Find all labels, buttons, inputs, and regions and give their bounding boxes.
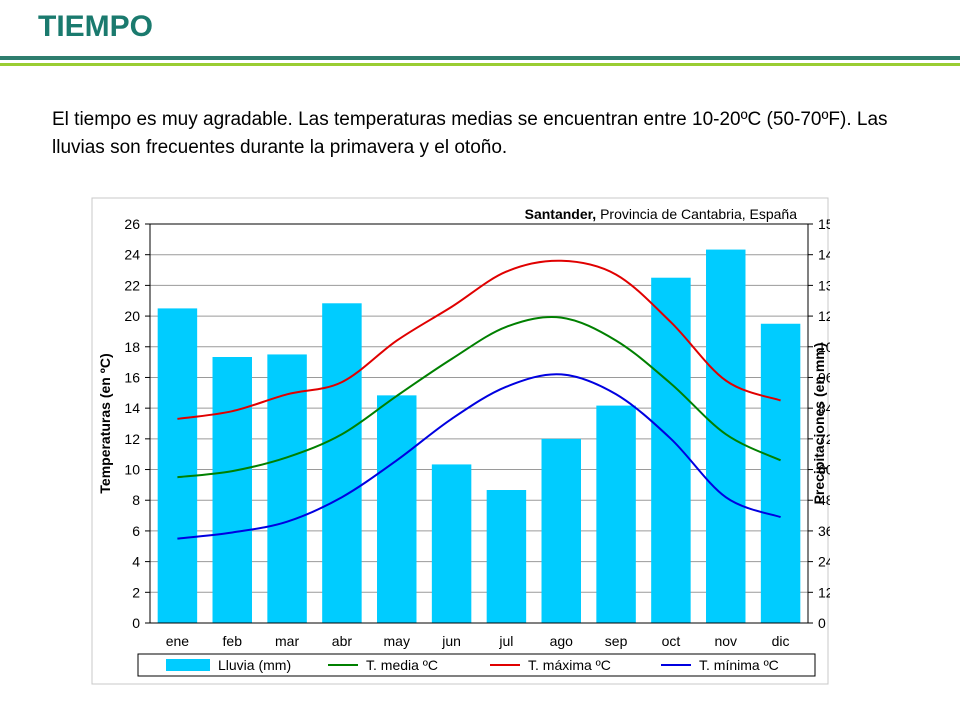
tick-label-left: 14 [124, 400, 140, 416]
tick-label-left: 10 [124, 462, 140, 478]
tick-label-left: 26 [124, 216, 140, 232]
climate-chart: 0246810121416182022242601224364860728496… [91, 197, 830, 685]
series-line-media [177, 316, 782, 479]
tick-label-right: 156 [818, 216, 830, 232]
bar-lluvia-may [377, 395, 417, 623]
bar-lluvia-jun [431, 464, 472, 623]
tick-label-right: 24 [818, 554, 830, 570]
chart-title-bold: Santander, [525, 206, 597, 222]
bar-lluvia-jul [486, 490, 527, 623]
y-axis-title-right: Precipitaciones (en mm) [811, 343, 827, 505]
chart-title-rest: Provincia de Cantabria, España [596, 206, 797, 222]
tick-label-x: sep [605, 633, 628, 649]
tick-label-left: 18 [124, 339, 140, 355]
tick-label-right: 60 [818, 462, 830, 478]
legend-label-minima: T. mínima ºC [699, 657, 779, 673]
tick-label-x: abr [332, 633, 353, 649]
tick-label-left: 12 [124, 431, 140, 447]
bar-lluvia-dic [760, 323, 801, 623]
legend-label-maxima: T. máxima ºC [528, 657, 611, 673]
tick-label-x: ago [550, 633, 574, 649]
tick-label-x: mar [275, 633, 299, 649]
tick-label-x: dic [772, 633, 790, 649]
plot-border [149, 223, 809, 624]
tick-label-x: nov [714, 633, 737, 649]
tick-label-x: feb [223, 633, 243, 649]
chart-title: Santander, Provincia de Cantabria, Españ… [525, 206, 798, 222]
header-rule-light [0, 63, 960, 66]
tick-label-right: 36 [818, 523, 830, 539]
legend-swatch-lluvia [166, 659, 210, 671]
bar-lluvia-nov [706, 249, 746, 624]
tick-label-left: 4 [132, 554, 140, 570]
bar-lluvia-oct [651, 277, 691, 623]
series-line-maxima [177, 259, 781, 420]
legend-label-lluvia: Lluvia (mm) [218, 657, 291, 673]
bar-lluvia-abr [322, 303, 362, 623]
intro-paragraph: El tiempo es muy agradable. Las temperat… [52, 109, 888, 158]
tick-label-right: 108 [818, 339, 830, 355]
legend-box [137, 653, 816, 677]
legend-label-media: T. media ºC [366, 657, 438, 673]
tick-label-left: 6 [132, 523, 140, 539]
tick-label-right: 48 [818, 492, 830, 508]
tick-label-right: 144 [818, 247, 830, 263]
plot-area [150, 224, 808, 623]
tick-label-x: jun [441, 633, 461, 649]
series-line-minima [177, 373, 781, 540]
bar-lluvia-ago [541, 438, 581, 623]
tick-label-right: 84 [818, 400, 830, 416]
tick-label-left: 2 [132, 584, 140, 600]
tick-label-right: 12 [818, 584, 830, 600]
tick-label-x: ene [166, 633, 190, 649]
bar-lluvia-feb [212, 357, 252, 623]
page-title: TIEMPO [38, 10, 154, 43]
tick-label-right: 0 [818, 615, 826, 631]
tick-label-right: 96 [818, 369, 830, 385]
bar-lluvia-sep [596, 405, 636, 623]
tick-label-left: 16 [124, 369, 140, 385]
tick-label-left: 24 [124, 247, 140, 263]
tick-label-x: may [384, 633, 410, 649]
tick-label-left: 20 [124, 308, 140, 324]
y-axis-title-left: Temperaturas (en ºC) [97, 353, 113, 493]
bar-lluvia-ene [157, 308, 198, 623]
header-rule-dark [0, 56, 960, 60]
tick-label-left: 0 [132, 615, 140, 631]
tick-label-x: oct [662, 633, 681, 649]
tick-label-right: 120 [818, 308, 830, 324]
tick-label-right: 72 [818, 431, 830, 447]
tick-label-left: 8 [132, 492, 140, 508]
tick-label-x: jul [498, 633, 513, 649]
tick-label-right: 132 [818, 277, 830, 293]
tick-label-left: 22 [124, 277, 140, 293]
